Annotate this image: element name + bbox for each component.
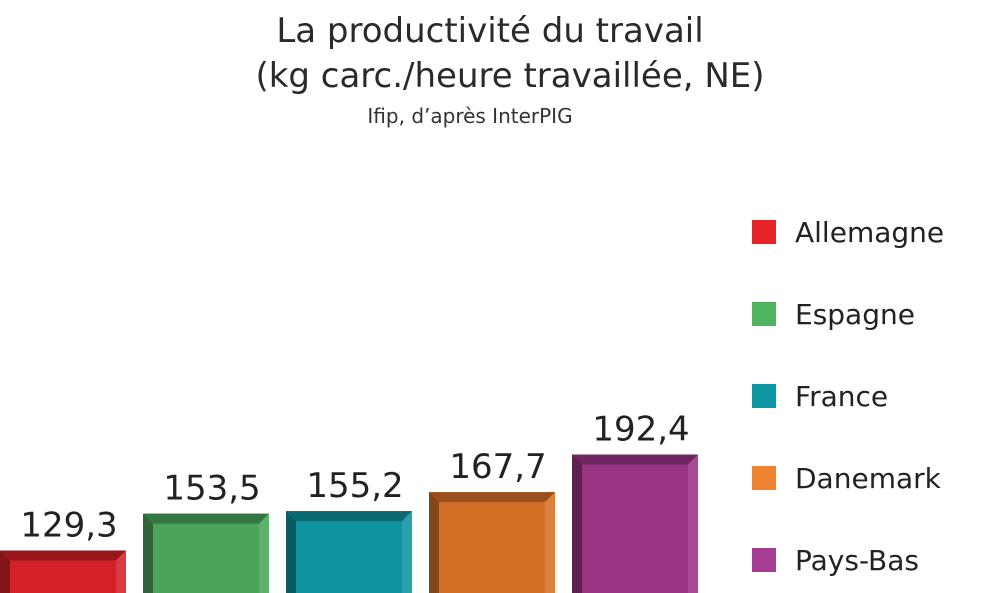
bar-allemagne bbox=[0, 550, 126, 593]
value-label: 167,7 bbox=[449, 447, 546, 487]
legend-item-espagne: Espagne bbox=[752, 298, 915, 331]
legend-label: Espagne bbox=[795, 298, 915, 331]
legend-swatch bbox=[752, 384, 776, 408]
legend-label: Danemark bbox=[795, 462, 942, 495]
legend-label: France bbox=[795, 380, 888, 413]
bars-group: 129,3 153,5 155,2 167,7 192,4 bbox=[0, 410, 698, 593]
legend-swatch bbox=[752, 466, 776, 490]
bar-body bbox=[429, 492, 555, 593]
value-label: 155,2 bbox=[306, 466, 403, 506]
legend-label: Allemagne bbox=[795, 216, 944, 249]
bar-bevel-left bbox=[572, 454, 582, 593]
bar-body bbox=[143, 513, 269, 593]
value-label: 192,4 bbox=[592, 410, 689, 450]
bar-bevel-left bbox=[286, 511, 296, 593]
bar-bevel-top bbox=[429, 492, 555, 503]
bar-france bbox=[286, 511, 412, 593]
bar-bevel-left bbox=[143, 513, 153, 593]
legend-swatch bbox=[752, 220, 776, 244]
legend-item-pays-bas: Pays-Bas bbox=[752, 544, 919, 577]
bar-espagne bbox=[143, 513, 269, 593]
bar-bevel-right bbox=[116, 550, 126, 593]
bar-bevel-top bbox=[286, 511, 412, 522]
legend: Allemagne Espagne France Danemark Pays-Bas bbox=[752, 216, 944, 577]
value-label: 129,3 bbox=[20, 505, 117, 545]
legend-swatch bbox=[752, 548, 776, 572]
legend-swatch bbox=[752, 302, 776, 326]
bar-bevel-top bbox=[143, 513, 269, 524]
chart-title-line2: (kg carc./heure travaillée, NE) bbox=[255, 56, 764, 96]
bar-bevel-right bbox=[545, 492, 555, 593]
legend-item-france: France bbox=[752, 380, 888, 413]
bar-bevel-left bbox=[0, 550, 10, 593]
chart-title-line1: La productivité du travail bbox=[276, 11, 703, 51]
chart-source: Ifip, d’après InterPIG bbox=[367, 104, 572, 128]
legend-item-danemark: Danemark bbox=[752, 462, 942, 495]
legend-item-allemagne: Allemagne bbox=[752, 216, 944, 249]
bar-bevel-right bbox=[688, 454, 698, 593]
bar-body bbox=[286, 511, 412, 593]
bar-bevel-right bbox=[402, 511, 412, 593]
legend-label: Pays-Bas bbox=[795, 544, 919, 577]
bar-danemark bbox=[429, 492, 555, 593]
bar-pays-bas bbox=[572, 454, 698, 593]
bar-body bbox=[572, 454, 698, 593]
bar-bevel-left bbox=[429, 492, 439, 593]
bar-bevel-top bbox=[572, 454, 698, 465]
value-label: 153,5 bbox=[163, 469, 260, 509]
bar-bevel-top bbox=[0, 550, 126, 561]
bar-bevel-right bbox=[259, 513, 269, 593]
